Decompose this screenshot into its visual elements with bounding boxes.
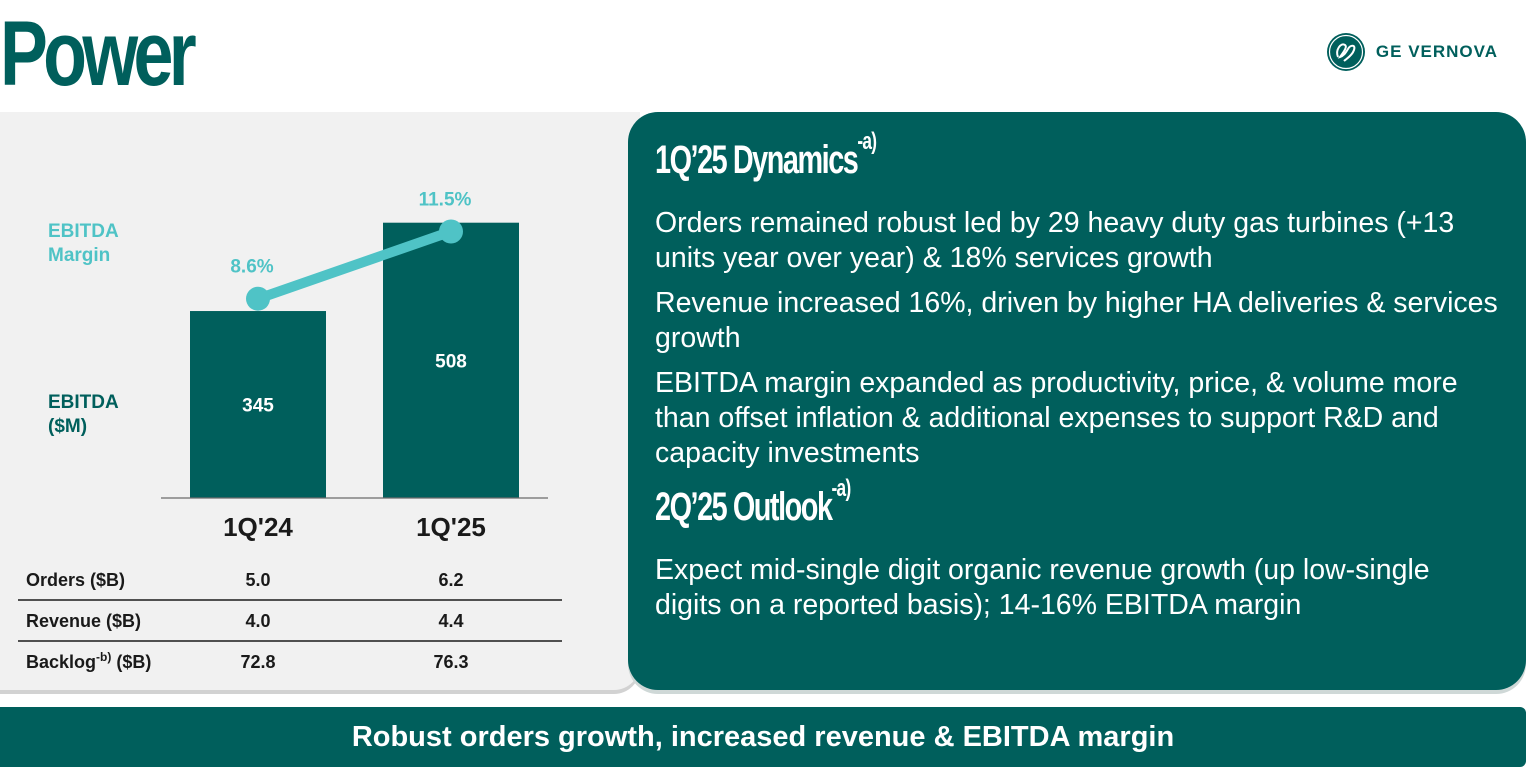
ebitda-bar-value-1: 345 xyxy=(242,396,274,417)
x-tick-label-2: 1Q'25 xyxy=(416,512,486,542)
summary-banner: Robust orders growth, increased revenue … xyxy=(0,707,1526,767)
table-footnote: -b) xyxy=(96,650,111,664)
margin-point-1 xyxy=(246,286,270,311)
ebitda-bar-1 xyxy=(190,311,326,498)
ebitda-bar-2 xyxy=(383,222,519,498)
table-row-label-1: Orders ($B) xyxy=(26,570,125,590)
outlook-footnote: -a) xyxy=(831,475,852,502)
ebitda-chart: 345 508 8.6% 11.5% EBITDA Margin EBITDA ($… xyxy=(18,190,562,672)
dynamics-paragraph-ebitda: EBITDA margin expanded as productivity, … xyxy=(655,367,1458,469)
table-row-label-text: Backlog xyxy=(26,652,96,672)
table-row-label-suffix: ($B) xyxy=(111,652,151,672)
margin-value-label-2: 11.5% xyxy=(419,190,472,211)
table-row-label-3: Backlog-b) ($B) xyxy=(26,650,151,672)
dynamics-paragraph-orders: Orders remained robust led by 29 heavy d… xyxy=(655,207,1455,274)
table-row-label-2: Revenue ($B) xyxy=(26,611,141,631)
table-cell-3-1: 72.8 xyxy=(240,652,275,672)
page-title: Power xyxy=(0,3,197,105)
table-row-label-text: Revenue ($B) xyxy=(26,611,141,631)
outlook-title-text: 2Q’25 Outlook xyxy=(655,485,833,529)
margin-point-2 xyxy=(439,219,463,244)
dynamics-footnote: -a) xyxy=(857,128,877,155)
outlook-title: 2Q’25 Outlook -a) xyxy=(655,477,1263,531)
table-cell-2-1: 4.0 xyxy=(245,611,270,631)
margin-series-line xyxy=(253,226,456,304)
ge-monogram-icon xyxy=(1326,33,1365,71)
brand-name: GE VERNOVA xyxy=(1375,42,1498,61)
chart-panel: 345 508 8.6% 11.5% EBITDA Margin EBITDA ($… xyxy=(0,112,640,690)
ebitda-label-line2: ($M) xyxy=(48,416,87,437)
table-cell-1-2: 6.2 xyxy=(438,570,463,590)
margin-label-line2: Margin xyxy=(48,245,110,266)
table-cell-2-2: 4.4 xyxy=(438,611,463,631)
dynamics-title-text: 1Q’25 Dynamics xyxy=(655,138,859,182)
x-tick-label-1: 1Q'24 xyxy=(223,512,293,542)
brand: GE VERNOVA xyxy=(1326,32,1498,72)
ebitda-label-line1: EBITDA xyxy=(48,392,119,413)
table-row-label-text: Orders ($B) xyxy=(26,570,125,590)
ebitda-bar-value-2: 508 xyxy=(435,351,467,372)
dynamics-title: 1Q’25 Dynamics -a) xyxy=(655,130,1263,184)
margin-label-line1: EBITDA xyxy=(48,221,119,242)
commentary-panel: 1Q’25 Dynamics -a) Orders remained robust… xyxy=(628,112,1526,690)
summary-banner-text: Robust orders growth, increased revenue … xyxy=(351,720,1175,753)
table-cell-1-1: 5.0 xyxy=(245,570,270,590)
outlook-paragraph: Expect mid-single digit organic revenue … xyxy=(655,554,1430,621)
dynamics-paragraph-revenue: Revenue increased 16%, driven by higher … xyxy=(655,287,1498,354)
margin-value-label-1: 8.6% xyxy=(230,257,273,278)
table-cell-3-2: 76.3 xyxy=(433,652,468,672)
